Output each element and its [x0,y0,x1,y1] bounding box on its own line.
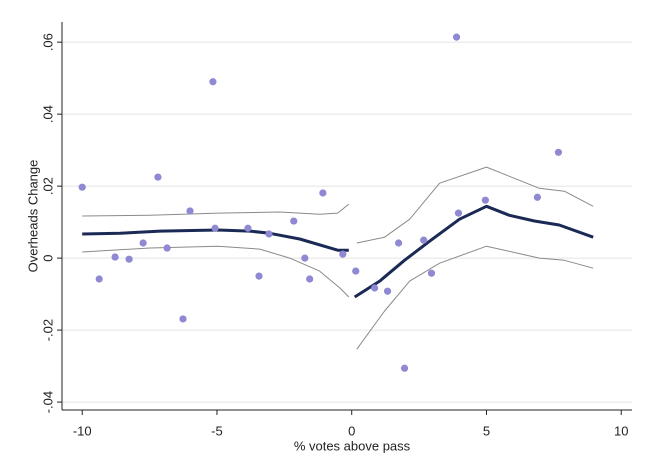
scatter-point [400,364,409,372]
x-tick-label: -5 [211,423,223,438]
x-tick-label: 5 [483,423,490,438]
scatter-point [255,272,263,280]
scatter-point [383,287,392,295]
scatter-point [533,193,542,201]
scatter-point [139,239,147,247]
scatter-point [301,254,309,262]
scatter-point [95,275,103,283]
scatter-point [111,253,119,261]
scatter-point [163,244,171,252]
scatter-point [186,207,194,215]
y-tick-label: .04 [40,105,55,123]
scatter-point [211,224,219,232]
scatter-point [454,209,463,217]
scatter-point [352,267,360,275]
scatter-point [290,217,298,225]
y-tick-label: .06 [40,33,55,51]
scatter-point [319,189,327,197]
x-axis-label: % votes above pass [294,438,411,453]
scatter-point [427,269,436,277]
scatter-point [306,275,314,283]
y-tick-label: 0 [40,254,55,261]
fit-line [82,245,594,350]
scatter-point [179,315,187,323]
y-tick-label: -.04 [40,391,55,413]
fit-line [82,166,594,244]
x-tick-label: 10 [614,423,628,438]
scatter-point [209,78,217,86]
x-tick-label: -10 [73,423,92,438]
scatter-point [554,148,563,156]
scatter-point [395,239,403,247]
y-tick-label: -.02 [40,319,55,341]
y-axis-label: Overheads Change [25,160,40,273]
y-tick-label: .02 [40,177,55,195]
scatter-point [339,250,347,258]
scatter-point [154,173,162,181]
scatter-point [420,236,428,244]
scatter-point [452,33,461,41]
x-tick-label: 0 [348,423,355,438]
scatter-point [125,255,133,263]
scatter-point [265,230,273,238]
scatter-point [78,183,86,191]
scatter-point [371,284,379,292]
scatter-point [244,224,252,232]
scatter-point [481,196,489,204]
